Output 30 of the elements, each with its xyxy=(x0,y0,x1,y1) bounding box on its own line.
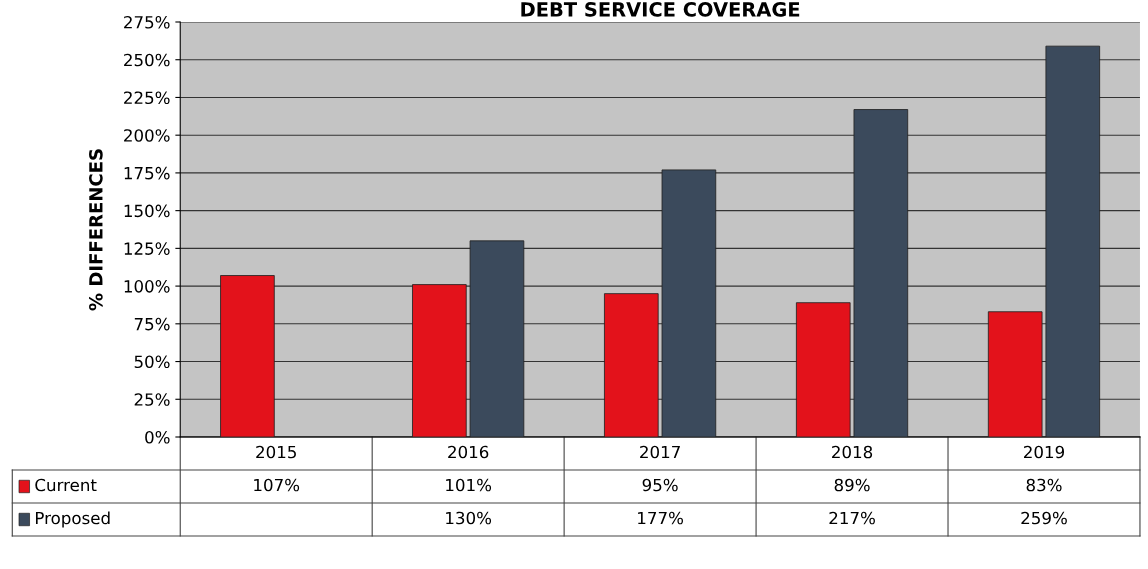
data-label: 95% xyxy=(642,478,678,492)
y-tick-label: 0% xyxy=(145,430,170,444)
y-axis-title: % DIFFERENCES xyxy=(89,149,103,311)
y-tick-label: 125% xyxy=(124,242,170,255)
x-tick-label: 2019 xyxy=(1024,445,1065,459)
x-tick-label: 2016 xyxy=(448,445,489,459)
data-label: 89% xyxy=(834,478,870,492)
data-label: 259% xyxy=(1021,511,1067,525)
y-tick-label: 50% xyxy=(134,355,170,369)
y-tick-label: 275% xyxy=(124,15,170,29)
x-tick-label: 2018 xyxy=(832,445,873,459)
y-tick-label: 25% xyxy=(134,393,170,406)
data-label: 130% xyxy=(446,511,492,525)
x-tick-label: 2017 xyxy=(640,445,680,459)
data-label: 177% xyxy=(638,511,683,525)
y-tick-label: 225% xyxy=(124,91,170,105)
data-label: 107% xyxy=(254,478,300,492)
legend-label: Current xyxy=(35,478,97,492)
data-label: 217% xyxy=(829,511,875,525)
legend-label: Proposed xyxy=(35,511,110,528)
data-label: 101% xyxy=(446,478,492,492)
y-tick-label: 100% xyxy=(124,280,170,293)
x-tick-label: 2015 xyxy=(256,445,296,459)
data-label: 83% xyxy=(1026,478,1062,492)
y-tick-label: 150% xyxy=(124,204,170,218)
y-tick-label: 250% xyxy=(124,53,170,67)
y-tick-label: 75% xyxy=(134,317,170,331)
chart-title: DEBT SERVICE COVERAGE xyxy=(521,2,800,17)
y-tick-label: 200% xyxy=(124,129,170,142)
y-tick-label: 175% xyxy=(124,166,170,180)
